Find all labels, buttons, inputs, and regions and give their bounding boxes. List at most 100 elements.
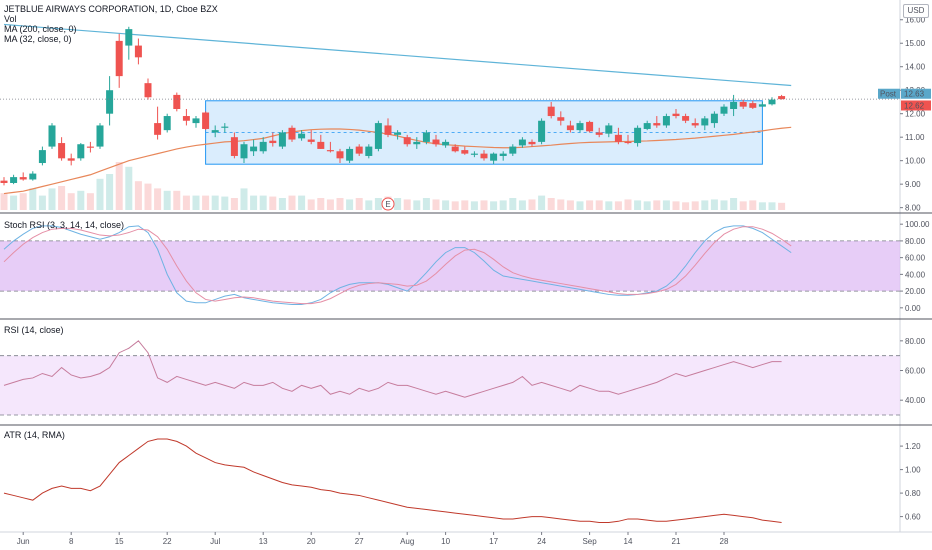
volume-bar (605, 201, 613, 210)
rsi-series-line (3, 340, 782, 398)
stoch-band (0, 240, 900, 292)
last-tag-value-bg (901, 100, 931, 111)
time-tick-label: Jun (17, 537, 30, 546)
candle-body (77, 144, 85, 159)
volume-bar (19, 193, 27, 210)
volume-bar (451, 201, 459, 210)
candle-body (691, 123, 699, 126)
candle-body (86, 146, 94, 148)
volume-bar (566, 200, 574, 210)
currency-badge[interactable]: USD (903, 4, 929, 18)
volume-bar (250, 195, 258, 210)
candle-body (518, 139, 526, 146)
volume-bar (269, 196, 277, 210)
candle-body (749, 103, 757, 108)
price-tick-label: 16.00 (905, 16, 926, 25)
earnings-marker (381, 197, 395, 211)
volume-bar (202, 195, 210, 210)
volume-bar (730, 198, 738, 210)
volume-bar (624, 199, 632, 210)
rsi-band (0, 355, 900, 416)
volume-bar (614, 201, 622, 210)
candle-body (528, 141, 536, 145)
candle-body (29, 173, 37, 180)
volume-bar (682, 202, 690, 210)
candle-body (269, 140, 277, 144)
candle-body (422, 132, 430, 142)
stoch-tick-label: 40.00 (905, 270, 926, 279)
candle-body (106, 90, 114, 114)
candle-body (134, 45, 142, 58)
volume-bar (442, 200, 450, 210)
volume-bar (778, 202, 786, 210)
volume-bar (662, 200, 670, 210)
stoch-title[interactable]: Stoch RSI (3, 3, 14, 14, close) (4, 220, 125, 230)
volume-bar (48, 188, 56, 210)
symbol-title[interactable]: JETBLUE AIRWAYS CORPORATION, 1D, Cboe BZ… (4, 4, 218, 14)
stoch-legend: Stoch RSI (3, 3, 14, 14, close) (4, 220, 124, 230)
volume-bar (336, 198, 344, 210)
rsi-title[interactable]: RSI (14, close) (4, 325, 64, 335)
time-tick-label: 8 (69, 537, 74, 546)
atr-title[interactable]: ATR (14, RMA) (4, 430, 65, 440)
volume-bar (490, 201, 498, 210)
candle-body (19, 177, 27, 180)
volume-bar (346, 199, 354, 210)
volume-bar (749, 200, 757, 210)
candle-body (595, 132, 603, 135)
candle-body (672, 113, 680, 117)
candle-body (394, 132, 402, 135)
candle-body (307, 139, 315, 142)
volume-bar (538, 195, 546, 210)
volume-bar (480, 200, 488, 210)
volume-bar (230, 198, 238, 210)
ma32-legend[interactable]: MA (32, close, 0) (4, 34, 72, 44)
volume-bar (701, 200, 709, 210)
volume-bar (173, 190, 181, 210)
candle-body (259, 141, 267, 152)
post-tag-value: 12.63 (904, 90, 925, 99)
volume-bar (317, 198, 325, 210)
time-tick-label: 14 (624, 537, 633, 546)
volume-bar (422, 198, 430, 210)
stoch-tick-label: 100.00 (905, 220, 930, 229)
time-tick-label: 17 (489, 537, 498, 546)
volume-bar (413, 200, 421, 210)
candle-body (202, 112, 210, 129)
candle-body (346, 148, 354, 161)
candle-body (298, 133, 306, 139)
post-tag-label: Post (880, 90, 897, 99)
candle-body (374, 123, 382, 149)
candle-body (566, 125, 574, 131)
volume-bar (365, 200, 373, 210)
candle-body (278, 132, 286, 147)
rsi-legend: RSI (14, close) (4, 325, 64, 335)
candle-body (67, 158, 75, 161)
candle-body (115, 40, 123, 77)
volume-bar (576, 201, 584, 210)
candle-body (442, 141, 450, 146)
candle-body (730, 101, 738, 109)
candle-body (96, 125, 104, 147)
stoch-series-line (3, 226, 792, 305)
candle-body (163, 116, 171, 131)
candle-body (710, 113, 718, 124)
volume-bar (0, 193, 8, 210)
atr-tick-label: 0.60 (905, 513, 921, 522)
volume-bar (86, 193, 94, 210)
candle-body (758, 104, 766, 107)
atr-legend: ATR (14, RMA) (4, 430, 65, 440)
candle-body (413, 141, 421, 145)
candle-body (403, 137, 411, 145)
candle-body (701, 118, 709, 126)
candle-body (662, 116, 670, 126)
candle-body (624, 141, 632, 144)
atr-tick-label: 1.20 (905, 442, 921, 451)
ma200-legend[interactable]: MA (200, close, 0) (4, 24, 77, 34)
vol-legend[interactable]: Vol (4, 14, 17, 24)
volume-bar (192, 195, 200, 210)
volume-bar (547, 198, 555, 210)
last-tag-value: 12.62 (904, 101, 925, 110)
time-tick-label: 24 (537, 537, 546, 546)
